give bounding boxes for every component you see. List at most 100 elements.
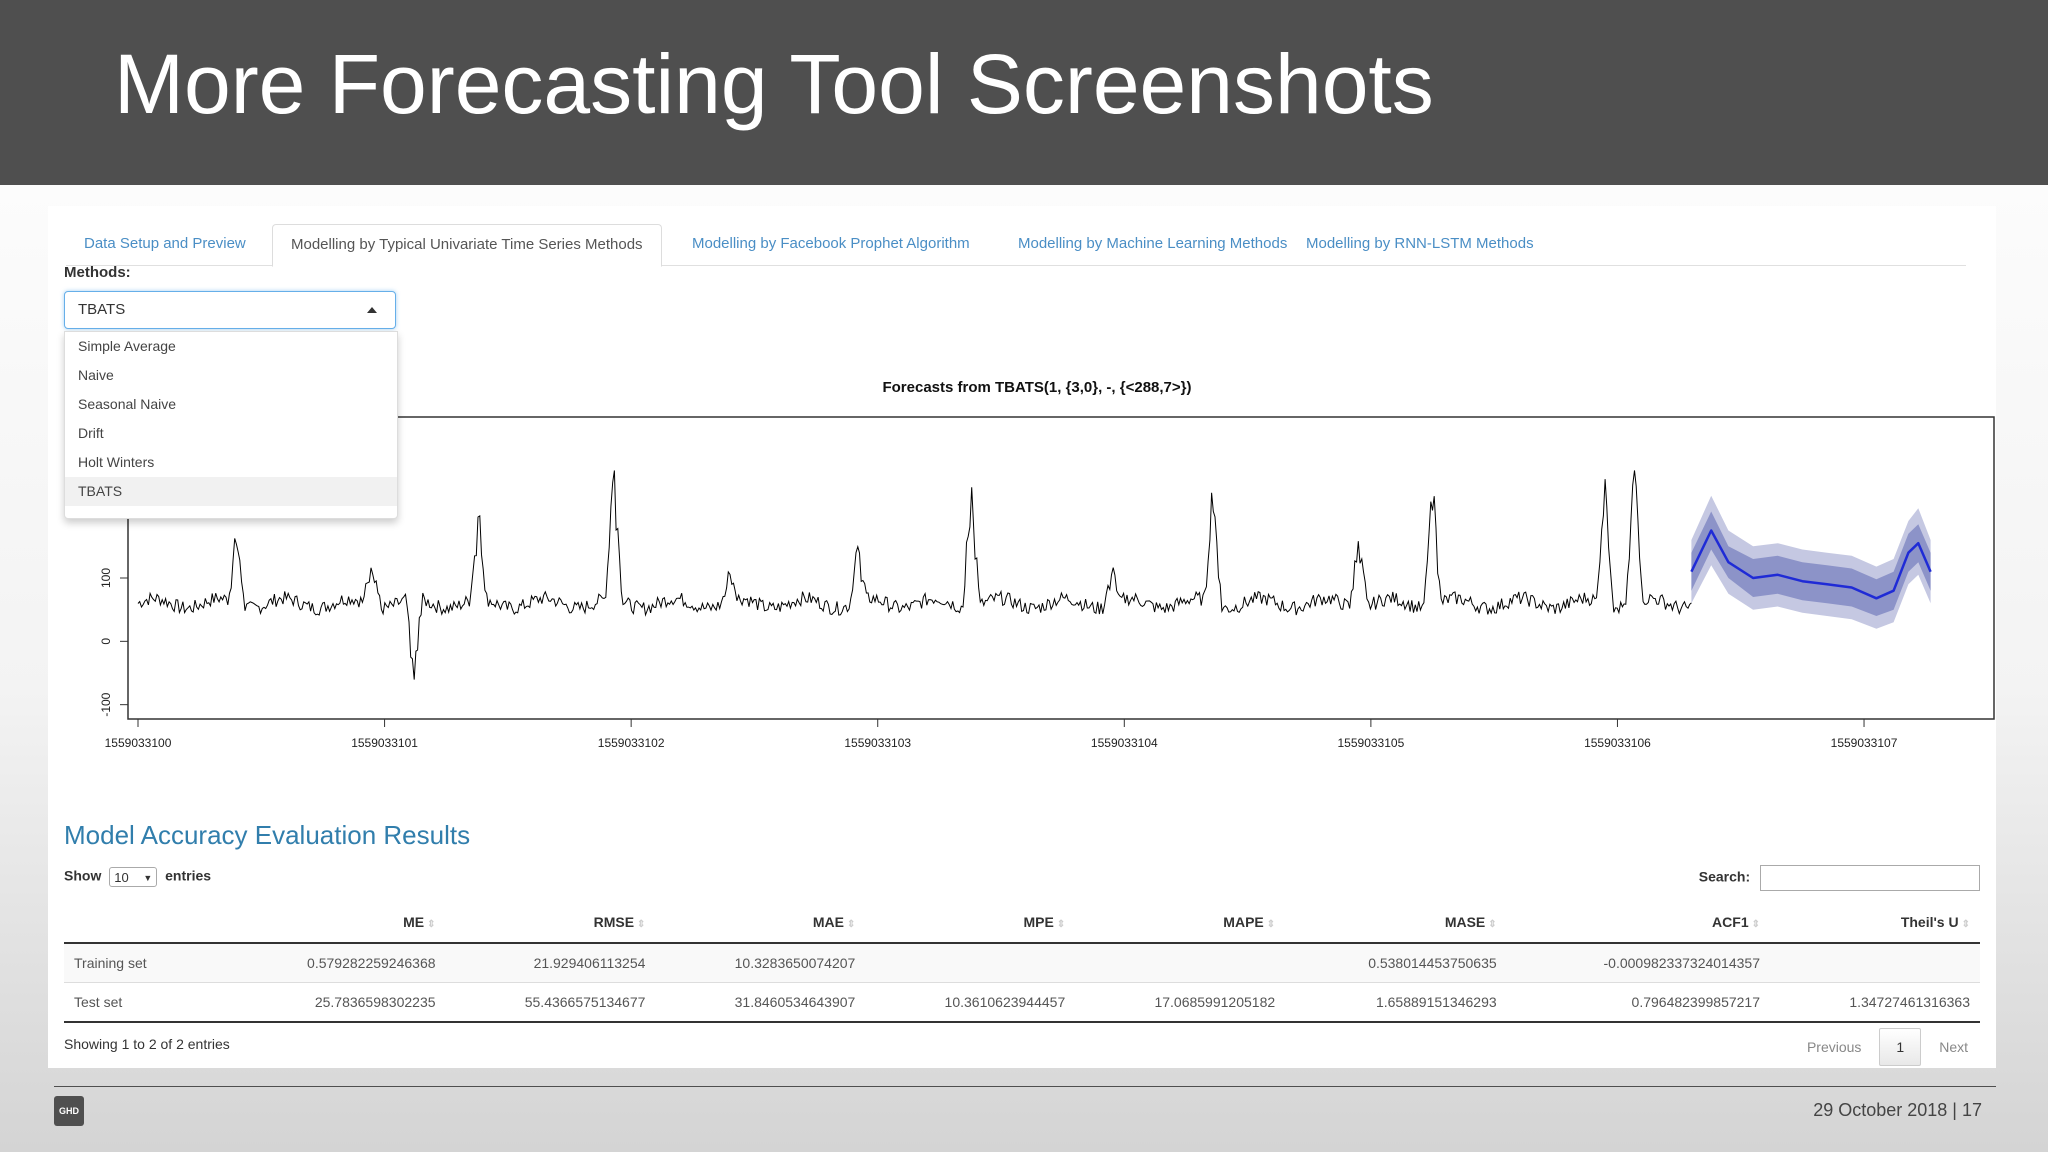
forecast-mean-line [1690,529,1932,600]
search-label: Search: [1698,868,1751,885]
x-tick-label: 1559033103 [844,736,911,750]
tab-machine-learning[interactable]: Modelling by Machine Learning Methods [1018,235,1288,252]
axis-layer: 1559033100 1559033101 1559033102 1559033103… [99,568,1898,750]
chart-title: Forecasts from TBATS(1, {3,0}, -, {<288,… [882,379,1191,396]
column-header-me[interactable]: ME ⇕ [224,902,446,944]
table-cell: 17.0685991205182 [1075,982,1286,1023]
slide-title: More Forecasting Tool Screenshots [114,37,1434,131]
option-seasonal-naive[interactable]: Seasonal Naive [78,396,177,412]
x-tick-label: 1559033104 [1091,736,1158,750]
sort-icon: ⇕ [427,919,436,930]
y-tick-label: 100 [99,568,113,588]
forecast-80-band [1691,511,1931,616]
table-cell: 0.579282259246368 [224,943,446,983]
column-header-rowname [64,902,224,944]
forecast-80-band-layer [1691,511,1931,616]
table-cell: 1.34727461316363 [1770,982,1980,1023]
table-cell: 21.929406113254 [445,943,656,983]
option-naive[interactable]: Naive [78,367,114,383]
pagination: Previous 1 Next [1807,1028,1968,1066]
column-header-mape[interactable]: MAPE ⇕ [1075,902,1286,944]
tab-data-setup[interactable]: Data Setup and Preview [84,235,246,252]
sort-icon: ⇕ [1266,919,1276,930]
sort-icon: ⇕ [1488,919,1497,930]
table-cell: 10.3283650074207 [655,943,866,983]
sort-icon: ⇕ [637,919,646,930]
table-cell: 0.796482399857217 [1506,982,1770,1023]
x-tick-label: 1559033106 [1584,736,1651,750]
x-tick-label: 1559033105 [1338,736,1405,750]
x-tick-label: 1559033101 [351,736,418,750]
table-cell [865,943,1076,983]
company-logo: GHD [54,1096,84,1126]
option-drift[interactable]: Drift [78,425,104,441]
entries-value: 10 [114,870,129,885]
table-cell: 10.3610623944457 [865,982,1076,1023]
search-input[interactable] [1760,865,1980,891]
table-cell [1075,943,1286,983]
table-cell: Training set [64,943,224,983]
table-cell: 31.8460534643907 [655,982,866,1023]
table-cell: 1.65889151346293 [1285,982,1507,1023]
table-cell: Test set [64,982,224,1023]
option-simple-average[interactable]: Simple Average [78,338,176,354]
forecast-chart: Forecasts from TBATS(1, {3,0}, -, {<288,… [99,379,1995,750]
tab-prophet[interactable]: Modelling by Facebook Prophet Algorithm [692,235,970,252]
column-header-label: MASE [1444,914,1486,930]
caret-up-icon[interactable] [367,307,377,313]
entries-select[interactable]: 10 ▼ [109,867,158,887]
show-label: Show [64,867,102,884]
previous-button[interactable]: Previous [1806,1039,1862,1055]
page-1-button[interactable]: 1 [1879,1028,1922,1066]
history-series-line [137,470,1692,680]
forecast-mean-layer [1690,529,1932,600]
column-header-label: RMSE [593,914,635,930]
table-info: Showing 1 to 2 of 2 entries [64,1036,230,1052]
next-button[interactable]: Next [1939,1039,1968,1055]
methods-selected-value: TBATS [78,301,126,318]
app-panel: Data Setup and Preview Modelling by Typi… [48,206,1996,1068]
methods-dropdown: Simple Average Naive Seasonal Naive Drif… [64,331,398,519]
column-header-acf1[interactable]: ACF1 ⇕ [1506,902,1770,944]
table-header-row: ME ⇕ RMSE ⇕ MAE ⇕ MPE ⇕ MAPE ⇕ MASE ⇕ ACF1 ⇕ Th… [64,902,1980,944]
sort-icon: ⇕ [1056,919,1066,930]
column-header-mase[interactable]: MASE ⇕ [1285,902,1507,944]
column-header-rmse[interactable]: RMSE ⇕ [445,902,656,944]
search-control: Search: [1699,865,1980,891]
table-cell: 25.7836598302235 [224,982,446,1023]
table-cell: 55.4366575134677 [445,982,656,1023]
column-header-label: MAPE [1223,914,1264,930]
methods-label: Methods: [64,264,131,281]
tab-rnn-lstm[interactable]: Modelling by RNN-LSTM Methods [1306,235,1534,252]
entries-label: entries [165,867,212,884]
history-series-layer [137,470,1692,680]
footer-date-page: 29 October 2018 | 17 [1813,1100,1982,1120]
column-header-label: MPE [1023,914,1054,930]
column-header-mae[interactable]: MAE ⇕ [655,902,866,944]
table-row[interactable]: Test set 25.7836598302235 55.43665751346… [64,982,1980,1023]
tab-bar: Data Setup and Preview Modelling by Typi… [66,218,1966,267]
table-row[interactable]: Training set 0.579282259246368 21.929406… [64,943,1980,983]
slide-header: More Forecasting Tool Screenshots [0,0,2048,185]
column-header-mpe[interactable]: MPE ⇕ [865,902,1076,944]
x-tick-label: 1559033107 [1831,736,1898,750]
show-entries-control: Show 10 ▼ entries [64,867,211,887]
sort-icon: ⇕ [1961,919,1970,930]
column-header-label: MAE [812,914,844,930]
x-tick-label: 1559033100 [105,736,172,750]
footer-divider [54,1086,1996,1087]
column-header-label: Theil's U [1900,914,1959,930]
column-header-theils-u[interactable]: Theil's U ⇕ [1770,902,1980,944]
option-tbats[interactable]: TBATS [65,477,397,506]
option-holt-winters[interactable]: Holt Winters [78,454,155,470]
tab-univariate-methods[interactable]: Modelling by Typical Univariate Time Ser… [272,224,662,267]
methods-select[interactable]: TBATS [64,291,396,329]
sort-icon: ⇕ [1751,919,1760,930]
results-title: Model Accuracy Evaluation Results [64,820,471,850]
chevron-down-icon: ▼ [143,873,153,883]
results-table: ME ⇕ RMSE ⇕ MAE ⇕ MPE ⇕ MAPE ⇕ MASE ⇕ ACF1 ⇕ Th… [64,902,1980,1023]
column-header-label: ME [403,914,425,930]
table-cell: -0.000982337324014357 [1506,943,1770,983]
y-tick-label: 0 [99,638,113,645]
column-header-label: ACF1 [1712,914,1749,930]
